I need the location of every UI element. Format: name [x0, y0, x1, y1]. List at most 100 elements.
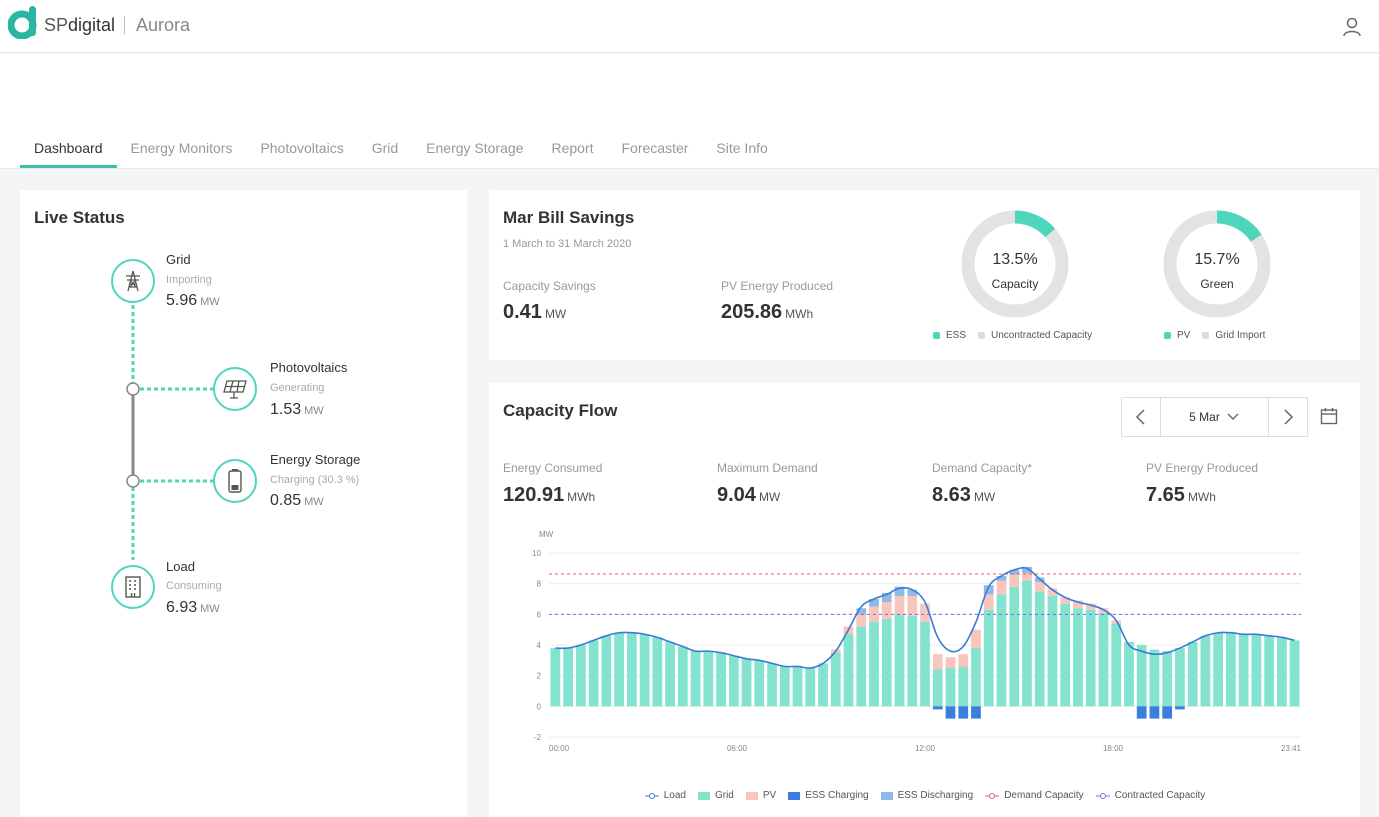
legend-label: ESS Discharging	[897, 790, 974, 801]
grid-bar	[588, 640, 599, 707]
green-donut-label: 15.7% Green	[1162, 251, 1272, 291]
grid-bar	[869, 622, 879, 707]
y-tick-label: 0	[537, 702, 542, 711]
green-donut-percent: 15.7%	[1194, 251, 1240, 268]
date-picker: 5 Mar	[1121, 397, 1308, 437]
grid-node[interactable]	[111, 259, 155, 303]
tab-site-info[interactable]: Site Info	[716, 140, 768, 156]
brand-divider	[124, 16, 125, 34]
grid-bar	[728, 655, 739, 707]
battery-icon	[228, 469, 242, 493]
calendar-icon[interactable]	[1320, 407, 1338, 425]
y-tick-label: 10	[532, 549, 541, 558]
capacity-savings-value: 0.41 MW	[503, 301, 567, 323]
tab-grid[interactable]: Grid	[371, 140, 399, 156]
load-line	[555, 566, 1295, 669]
legend-item[interactable]: Load	[644, 790, 686, 801]
legend-item[interactable]: ESS Discharging	[880, 790, 974, 801]
pv-bar	[881, 602, 892, 619]
grid-bar	[843, 634, 854, 707]
capacity-flow-title: Capacity Flow	[503, 401, 618, 420]
grid-bar	[1175, 648, 1185, 707]
green-donut-arc	[1216, 210, 1262, 242]
grid-bar	[1060, 603, 1071, 707]
ess-discharging-bar	[996, 576, 1007, 581]
transmission-tower-icon	[126, 270, 140, 292]
ess-discharging-bar	[983, 585, 994, 595]
pv-bar	[996, 580, 1007, 595]
tab-photovoltaics[interactable]: Photovoltaics	[260, 140, 344, 156]
energy-storage-node[interactable]	[213, 459, 257, 503]
pv-energy-produced-label: PV Energy Produced	[721, 279, 834, 293]
tab-energy-storage[interactable]: Energy Storage	[426, 140, 524, 156]
y-tick-label: 8	[537, 580, 542, 589]
grid-bar	[1226, 632, 1236, 707]
capacity-donut-legend: ESS Uncontracted Capacity	[933, 330, 1092, 341]
live-status-title: Live Status	[34, 208, 125, 227]
pv-bar	[1111, 620, 1122, 624]
grid-bar	[792, 666, 803, 707]
user-icon[interactable]	[1342, 17, 1362, 37]
legend-swatch	[880, 791, 893, 800]
grid-bar	[601, 635, 612, 707]
y-tick-label: 2	[537, 672, 542, 681]
grid-bar	[754, 660, 765, 707]
capacity-savings-label: Capacity Savings	[503, 279, 596, 293]
tab-energy-monitors[interactable]: Energy Monitors	[130, 140, 233, 156]
legend-swatch	[745, 791, 758, 800]
grid-import-legend-swatch	[1202, 332, 1210, 339]
grid-bar	[1085, 609, 1096, 707]
legend-label: Demand Capacity	[1004, 790, 1084, 801]
load-node[interactable]	[111, 565, 155, 609]
tab-forecaster[interactable]: Forecaster	[621, 140, 689, 156]
y-tick-label: -2	[534, 733, 542, 742]
pv-bar	[894, 595, 905, 615]
grid-bar	[563, 648, 573, 707]
legend-item[interactable]: ESS Charging	[788, 790, 869, 801]
grid-bar	[652, 637, 663, 707]
ess-charging-bar	[1175, 706, 1185, 710]
load-state: Consuming	[166, 580, 222, 592]
legend-label: PV	[762, 790, 777, 801]
grid-bar	[1277, 637, 1287, 707]
pv-produced-value: 7.65 MWh	[1146, 484, 1216, 506]
grid-bar	[856, 626, 867, 707]
capacity-flow-chart: MW -2 0 2 4 6 8 10 00:00 06:00 12:00 18:00 23:41	[532, 530, 1302, 753]
maximum-demand-label: Maximum Demand	[717, 461, 818, 475]
legend-item[interactable]: Grid	[697, 790, 734, 801]
ess-charging-bar	[1136, 706, 1147, 719]
grid-bar	[1213, 632, 1224, 707]
x-tick-label: 23:41	[1281, 744, 1302, 753]
legend-item[interactable]: Contracted Capacity	[1095, 790, 1205, 801]
energy-consumed-value: 120.91 MWh	[503, 484, 596, 506]
grid-bar	[1264, 635, 1275, 707]
capacity-flow-legend: Load Grid PV ESS Charging ESS Discharging Dem…	[490, 790, 1360, 801]
tab-dashboard[interactable]: Dashboard	[20, 132, 117, 168]
grid-bar	[690, 651, 701, 707]
photovoltaics-node[interactable]	[213, 367, 257, 411]
energy-storage-state: Charging (30.3 %)	[270, 474, 360, 486]
next-day-button[interactable]	[1269, 398, 1307, 436]
ess-charging-bar	[971, 706, 981, 719]
pv-bar	[1047, 588, 1058, 596]
pv-bar	[1034, 582, 1045, 592]
tab-report[interactable]: Report	[551, 140, 594, 156]
legend-item[interactable]: PV	[745, 790, 777, 801]
uncontracted-legend-label: Uncontracted Capacity	[991, 330, 1093, 341]
previous-day-button[interactable]	[1122, 398, 1160, 436]
ess-discharging-bar	[856, 608, 867, 615]
photovoltaics-name: Photovoltaics	[270, 360, 348, 375]
capacity-donut-chart	[961, 210, 1069, 318]
capacity-donut-arc	[1014, 210, 1056, 238]
grid-bar	[1098, 612, 1109, 707]
grid-bar	[920, 622, 930, 707]
pv-bar	[1060, 597, 1071, 604]
y-tick-label: 6	[537, 610, 542, 619]
pv-energy-produced-value: 205.86 MWh	[721, 301, 814, 323]
energy-storage-value: 0.85 MW	[270, 492, 324, 509]
bill-savings-card: Mar Bill Savings 1 March to 31 March 202…	[489, 190, 1360, 360]
x-tick-label: 06:00	[727, 744, 748, 753]
spdigital-logo-icon	[8, 6, 37, 39]
legend-item[interactable]: Demand Capacity	[985, 790, 1084, 801]
date-select[interactable]: 5 Mar	[1160, 398, 1269, 436]
